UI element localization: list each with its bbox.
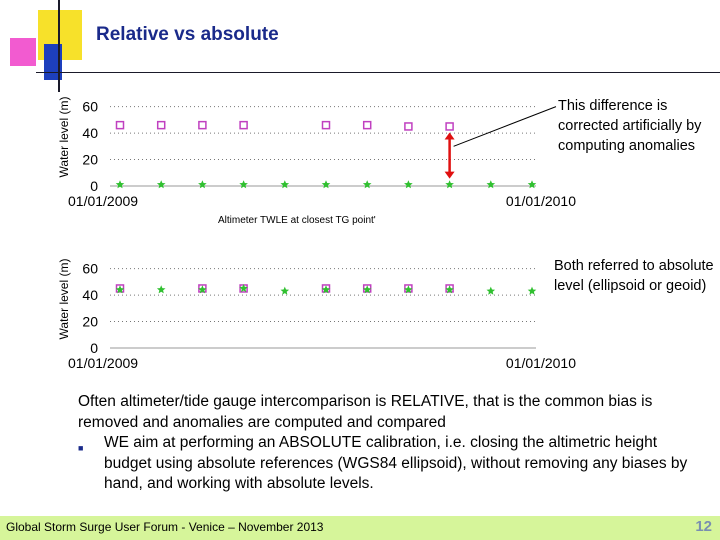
footer-bar: Global Storm Surge User Forum - Venice –… [0,516,720,540]
note-relative: This difference is corrected artificiall… [558,98,702,154]
data-point-star [404,285,413,294]
data-point-star [486,180,496,189]
data-point-star [445,180,454,189]
y-tick-label: 0 [90,340,98,356]
data-point-square [362,120,372,130]
data-point-star [486,286,496,295]
y-axis-label: Water level (m) [57,97,71,178]
footer-text: Global Storm Surge User Forum - Venice –… [6,520,324,534]
note-pointer-line [453,106,557,147]
data-point-star [156,285,166,294]
difference-arrow-head-down [444,171,455,179]
data-point-star [115,180,125,189]
data-point-star [404,180,413,189]
data-point-star [239,180,248,189]
data-point-star [445,285,454,294]
square-bullet-icon: ■ [78,443,84,453]
data-point-square [445,122,454,131]
data-point-star [115,285,125,294]
y-axis-label: Water level (m) [57,259,71,340]
data-point-star [239,284,248,293]
data-point-star [198,285,207,294]
y-tick-label: 60 [82,261,98,277]
charts-canvas: Water level (m) 0 20 40 60 01/01/2009 01/01/20… [57,97,576,371]
data-point-square [239,120,248,130]
difference-arrow-head-up [444,132,455,140]
data-point-square [198,120,207,130]
decor-pink-square [10,38,36,66]
body-text: Often altimeter/tide gauge intercomparis… [78,392,698,495]
data-point-square [404,122,413,131]
data-point-star [527,180,537,189]
data-point-square [115,120,125,130]
y-tick-label: 0 [90,178,98,194]
data-point-star [362,285,372,294]
bullet-item: ■ WE aim at performing an ABSOLUTE calib… [78,433,698,495]
data-point-star [321,180,331,189]
y-tick-label: 20 [82,152,98,168]
data-point-star [280,180,290,189]
data-point-star [198,180,207,189]
data-point-square [156,120,166,130]
y-tick-label: 40 [82,125,98,141]
x-tick-label: 01/01/2010 [506,355,576,371]
decor-vertical-line [58,0,60,92]
x-tick-label: 01/01/2010 [506,193,576,209]
page-number: 12 [695,518,712,535]
data-point-star [527,286,537,295]
data-point-star [280,286,290,295]
paragraph: Often altimeter/tide gauge intercomparis… [78,393,653,431]
x-tick-label: 01/01/2009 [68,355,138,371]
data-point-star [362,180,372,189]
y-tick-label: 60 [82,99,98,115]
data-point-star [156,180,166,189]
y-tick-label: 40 [82,287,98,303]
decor-blue-square [44,44,62,80]
data-point-star [321,285,331,294]
x-tick-label: 01/01/2009 [68,193,138,209]
y-tick-label: 20 [82,314,98,330]
note-absolute: Both referred to absolute level (ellipso… [554,258,714,294]
bullet-text: WE aim at performing an ABSOLUTE calibra… [104,434,688,492]
data-point-square [321,120,331,130]
decor-horizontal-line [36,72,720,73]
slide-title: Relative vs absolute [96,24,279,45]
chart-between-label: Altimeter TWLE at closest TG point' [218,215,376,226]
